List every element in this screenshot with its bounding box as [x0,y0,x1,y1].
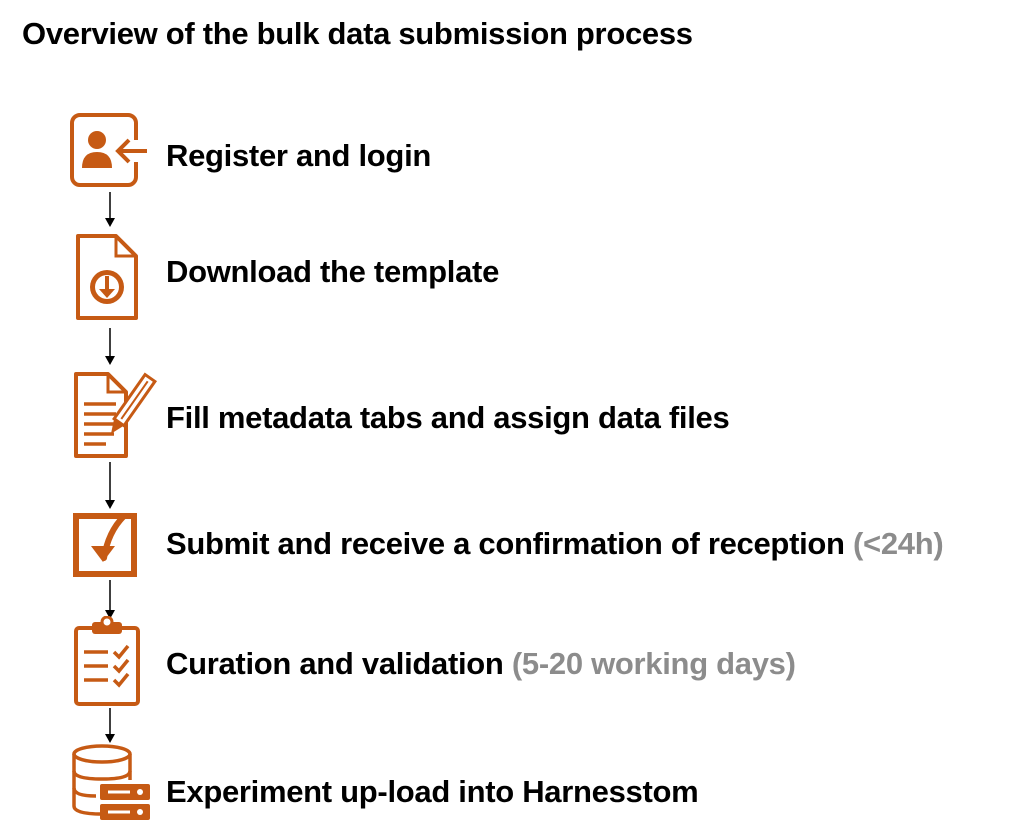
flow-arrow [103,580,117,620]
step-register-login: Register and login [166,136,431,176]
step-label: Curation and validation [166,646,504,681]
step-upload: Experiment up-load into Harnesstom [166,772,699,812]
step-note: (5-20 working days) [511,646,796,681]
step-label: Download the template [166,254,500,289]
file-download-icon [70,232,150,324]
step-download-template: Download the template [166,252,499,292]
flow-arrow [103,192,117,228]
database-server-icon [70,744,150,824]
submit-check-icon [70,510,150,580]
flow-arrow [103,708,117,744]
step-label: Register and login [166,138,432,173]
step-label: Fill metadata tabs and assign data files [166,400,730,435]
flow-arrow [103,328,117,366]
page-title: Overview of the bulk data submission pro… [22,16,693,51]
step-label: Submit and receive a confirmation of rec… [166,526,845,561]
step-fill-metadata: Fill metadata tabs and assign data files [166,398,730,438]
flow-arrow [103,462,117,510]
user-login-icon [70,112,150,190]
step-submit: Submit and receive a confirmation of rec… [166,524,944,564]
clipboard-checklist-icon [70,616,150,708]
step-label: Experiment up-load into Harnesstom [166,774,699,809]
document-edit-icon [70,370,158,462]
step-curation: Curation and validation (5-20 working da… [166,644,796,684]
step-note: (<24h) [853,526,944,561]
